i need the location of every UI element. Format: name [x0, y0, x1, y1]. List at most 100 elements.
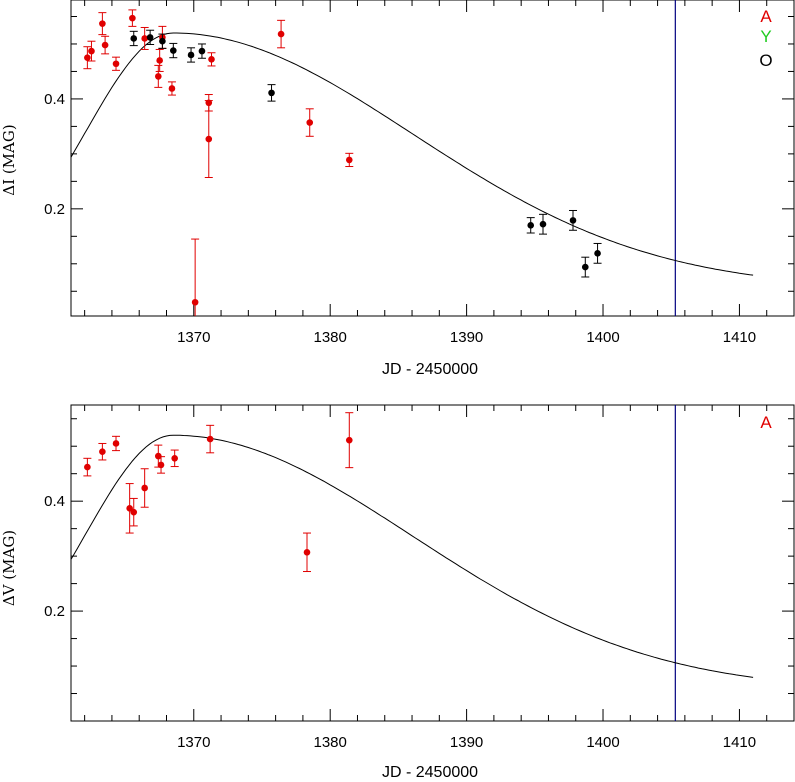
data-marker	[569, 217, 577, 224]
data-point-A	[101, 35, 110, 55]
data-marker	[205, 135, 213, 143]
data-point-A	[277, 19, 286, 49]
x-tick-labels: 1370 1380 1390 1400 1410	[177, 329, 756, 346]
y-tick-label: 0.2	[44, 603, 65, 620]
data-marker	[594, 250, 601, 257]
data-point-A	[167, 81, 176, 96]
data-point-A	[305, 108, 314, 137]
y-tick-labels: 0.2 0.4	[44, 493, 65, 620]
y-tick-label: 0.2	[44, 201, 65, 218]
data-marker	[277, 30, 285, 38]
data-point-O	[158, 33, 167, 49]
data-points	[83, 9, 602, 316]
data-point-A	[155, 48, 164, 72]
data-point-O	[169, 42, 178, 59]
data-point-A	[83, 457, 92, 477]
data-marker	[303, 548, 311, 556]
y-tick-label: 0.4	[44, 493, 65, 510]
tick-marks	[71, 405, 795, 721]
legend-entry-O: O	[759, 51, 772, 70]
y-axis-label: ΔI (MAG)	[0, 124, 18, 195]
data-point-A	[345, 152, 354, 168]
data-point-A	[83, 46, 92, 70]
data-marker	[112, 440, 120, 447]
x-tick-label: 1410	[723, 329, 756, 346]
data-point-A	[154, 444, 163, 468]
x-tick-label: 1380	[314, 734, 347, 751]
data-points	[83, 412, 354, 573]
data-point-A	[87, 40, 96, 62]
data-point-A	[154, 64, 163, 88]
data-point-A	[140, 26, 149, 50]
legend-entry-A: A	[760, 7, 772, 26]
data-point-A	[170, 449, 179, 468]
data-point-A	[140, 468, 149, 508]
data-marker	[208, 56, 215, 63]
data-point-O	[187, 47, 196, 63]
x-tick-label: 1370	[177, 329, 210, 346]
data-marker	[84, 54, 91, 62]
data-point-A	[98, 442, 107, 461]
data-point-O	[538, 213, 547, 235]
legend-entry-A: A	[760, 413, 772, 432]
data-marker	[187, 51, 195, 59]
data-point-A	[302, 532, 311, 573]
x-tick-label: 1410	[723, 734, 756, 751]
data-point-O	[593, 242, 602, 264]
plot-frame	[70, 0, 795, 317]
data-point-O	[146, 29, 155, 46]
data-marker	[268, 89, 275, 97]
x-tick-label: 1390	[450, 734, 483, 751]
data-marker	[99, 20, 106, 27]
data-point-A	[98, 12, 107, 36]
top-panel: 1370 1380 1390 1400 1410 0.2 0.4 JD - 2450000…	[0, 0, 795, 378]
data-point-A	[112, 56, 121, 71]
y-tick-labels: 0.2 0.4	[44, 91, 65, 218]
data-marker	[527, 222, 535, 229]
data-point-O	[129, 30, 138, 47]
data-marker	[146, 34, 154, 41]
data-marker	[155, 452, 162, 460]
x-axis-label: JD - 2450000	[382, 764, 478, 781]
data-marker	[156, 57, 163, 64]
x-tick-label: 1370	[177, 734, 210, 751]
data-marker	[306, 119, 314, 126]
legend-entry-Y: Y	[760, 27, 771, 46]
data-marker	[155, 73, 162, 80]
data-marker	[157, 461, 165, 469]
data-point-O	[569, 209, 578, 231]
data-marker	[171, 455, 178, 462]
data-marker	[130, 508, 138, 516]
data-marker	[539, 220, 547, 228]
data-marker	[170, 47, 177, 54]
model-curve	[70, 32, 754, 276]
data-point-A	[157, 456, 166, 474]
data-point-A	[206, 424, 215, 454]
bottom-panel: 1370 1380 1390 1400 1410 0.2 0.4 JD - 2450000…	[0, 404, 795, 781]
data-marker	[141, 484, 148, 492]
data-marker	[581, 263, 589, 271]
y-tick-label: 0.4	[44, 91, 65, 108]
x-tick-label: 1400	[586, 329, 619, 346]
data-marker	[198, 47, 206, 55]
data-point-A	[129, 497, 138, 527]
data-marker	[130, 35, 138, 42]
data-marker	[88, 47, 95, 55]
data-marker	[345, 156, 353, 164]
model-curve	[70, 434, 754, 678]
data-marker	[141, 35, 148, 42]
data-marker	[345, 436, 353, 444]
data-point-A	[204, 100, 213, 179]
x-axis-label: JD - 2450000	[382, 361, 478, 378]
data-point-A	[191, 238, 200, 316]
data-point-A	[345, 412, 354, 469]
data-point-O	[197, 43, 206, 59]
data-marker	[99, 448, 106, 456]
plot-frame	[70, 404, 795, 722]
x-tick-labels: 1370 1380 1390 1400 1410	[177, 734, 756, 751]
x-tick-label: 1390	[450, 329, 483, 346]
data-point-A	[128, 9, 137, 27]
data-marker	[168, 85, 176, 92]
data-marker	[191, 298, 199, 306]
x-tick-label: 1400	[586, 734, 619, 751]
